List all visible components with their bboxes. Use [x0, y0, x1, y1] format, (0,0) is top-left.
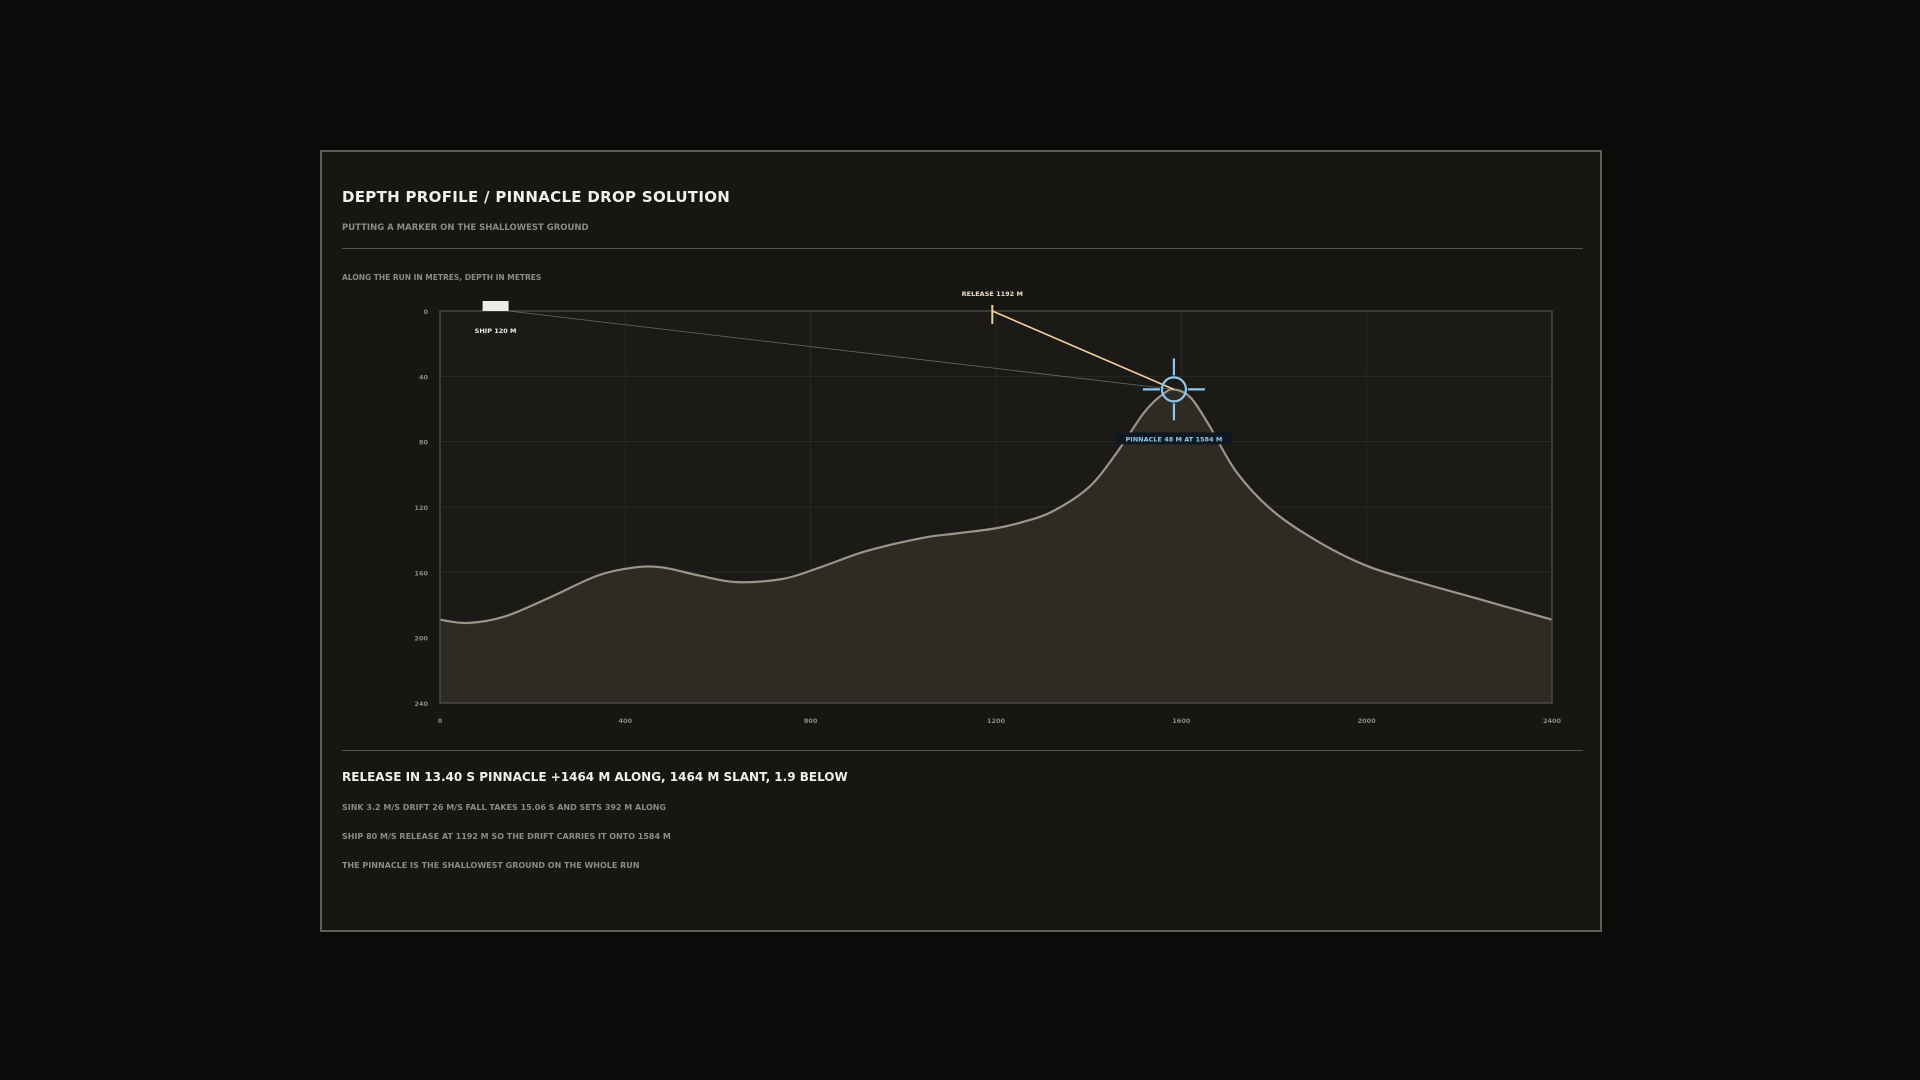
y-tick-label: 40 [419, 373, 429, 381]
depth-profile-panel: DEPTH PROFILE / PINNACLE DROP SOLUTION P… [320, 150, 1602, 932]
ship-to-pinnacle-line [508, 310, 1174, 390]
x-tick-label: 1200 [987, 717, 1006, 725]
footer-divider [342, 750, 1583, 751]
crosshair-ring [1160, 376, 1188, 403]
x-axis-ticks: 0 400 800 1200 1600 2000 2400 [438, 717, 1562, 725]
y-tick-label: 0 [423, 308, 428, 316]
axis-caption: ALONG THE RUN IN METRES, DEPTH IN METRES [342, 273, 542, 282]
release-label: RELEASE 1192 M [962, 290, 1023, 298]
solution-note: SHIP 80 M/S RELEASE AT 1192 M SO THE DRI… [342, 832, 671, 841]
solution-note: SINK 3.2 M/S DRIFT 26 M/S FALL TAKES 15.… [342, 803, 667, 812]
depth-profile-chart: 0 40 80 120 160 200 240 0 400 800 1200 1600 2000 240… [414, 290, 1562, 725]
page-subtitle: PUTTING A MARKER ON THE SHALLOWEST GROUN… [342, 223, 589, 233]
solution-headline: RELEASE IN 13.40 S PINNACLE +1464 M ALON… [342, 770, 848, 784]
solution-note: THE PINNACLE IS THE SHALLOWEST GROUND ON… [342, 861, 640, 870]
release-trajectory-line [991, 310, 1175, 391]
y-tick-label: 240 [414, 700, 428, 708]
x-tick-label: 400 [619, 717, 633, 725]
crosshair-icon[interactable] [1142, 358, 1205, 421]
x-tick-label: 0 [438, 717, 443, 725]
x-tick-label: 2400 [1543, 717, 1562, 725]
y-axis-ticks: 0 40 80 120 160 200 240 [414, 308, 428, 708]
plot-frame [439, 310, 1553, 704]
pinnacle-label: PINNACLE 48 M AT 1584 M [1126, 435, 1223, 443]
x-tick-label: 1600 [1172, 717, 1191, 725]
y-tick-label: 200 [414, 635, 428, 643]
ship-label: SHIP 120 M [475, 327, 517, 335]
y-tick-label: 120 [414, 504, 428, 512]
x-tick-label: 800 [804, 717, 818, 725]
y-tick-label: 160 [414, 569, 428, 577]
y-tick-label: 80 [419, 439, 429, 447]
terrain-fill [440, 389, 1552, 703]
x-tick-label: 2000 [1358, 717, 1377, 725]
ship-marker[interactable] [482, 301, 509, 311]
terrain-profile-line [440, 388, 1552, 625]
pinnacle-label-background [1115, 432, 1232, 445]
header-divider [342, 248, 1583, 249]
page-title: DEPTH PROFILE / PINNACLE DROP SOLUTION [342, 188, 731, 206]
